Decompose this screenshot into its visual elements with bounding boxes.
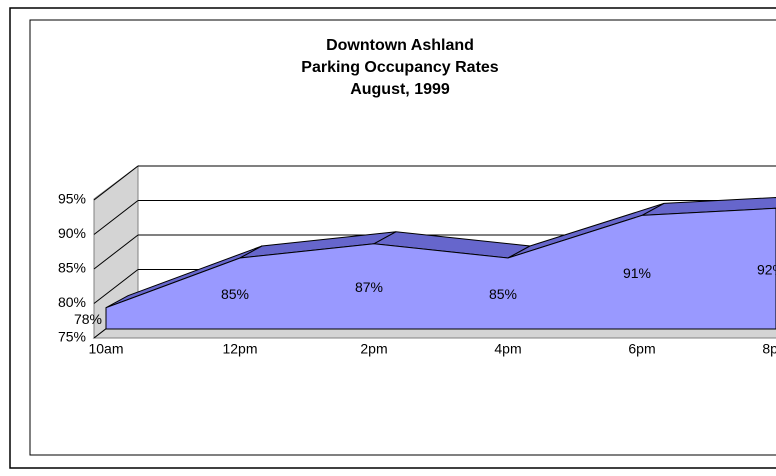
data-label: 91%: [623, 265, 651, 281]
chart-title: Downtown Ashland: [326, 37, 474, 54]
grid-line-side: [93, 269, 139, 304]
x-tick-label: 6pm: [628, 341, 655, 357]
x-tick-label: 2pm: [360, 341, 387, 357]
data-label: 87%: [355, 279, 383, 295]
area: [105, 207, 776, 330]
grid-line-side: [93, 234, 139, 270]
x-tick-label: 8pm: [762, 341, 776, 357]
x-tick-label: 4pm: [494, 341, 521, 357]
x-tick-label: 10am: [88, 341, 123, 357]
chart-title: Parking Occupancy Rates: [301, 59, 499, 76]
chart-title: August, 1999: [350, 81, 450, 98]
data-label: 85%: [489, 286, 517, 302]
y-tick-label: 75%: [58, 329, 86, 345]
data-label: 78%: [74, 311, 102, 327]
data-label: 92%: [757, 261, 776, 277]
data-label: 85%: [221, 286, 249, 302]
x-tick-label: 12pm: [222, 341, 257, 357]
y-tick-label: 90%: [58, 225, 86, 241]
grid-line-side: [93, 165, 139, 201]
y-tick-label: 85%: [58, 260, 86, 276]
grid-line-side: [93, 200, 139, 235]
y-tick-label: 80%: [58, 294, 86, 310]
y-tick-label: 95%: [58, 191, 86, 207]
